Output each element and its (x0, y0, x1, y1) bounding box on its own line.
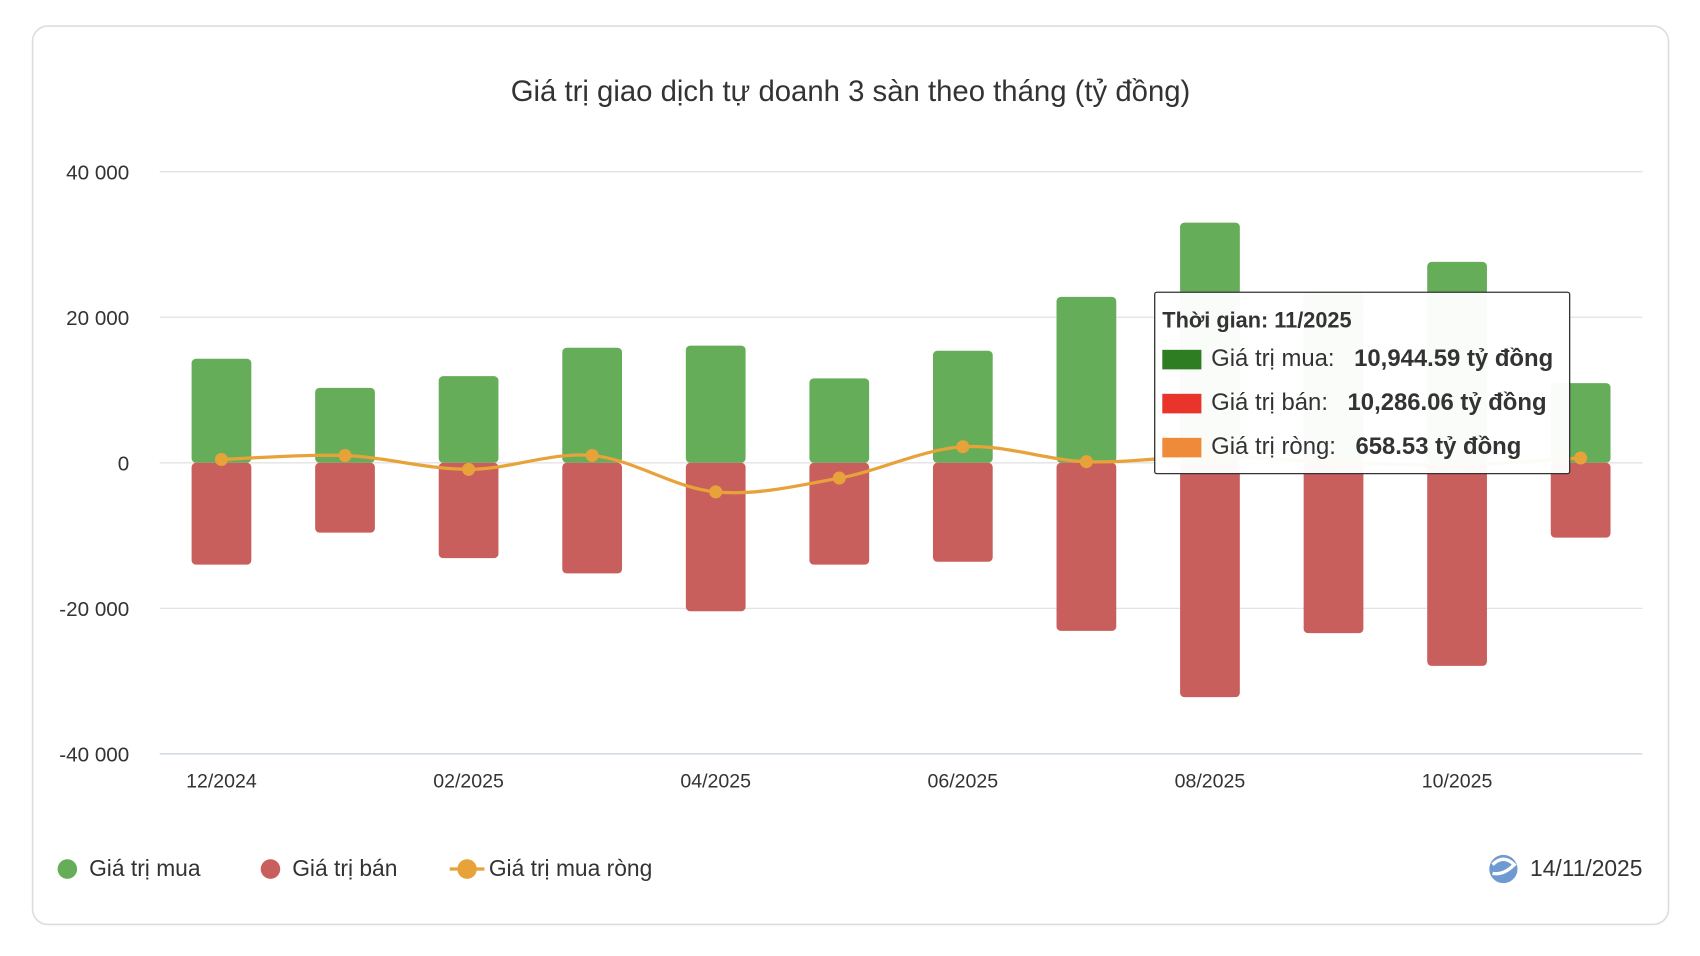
x-tick-label: 10/2025 (1422, 770, 1493, 792)
tooltip-row-label: Giá trị bán: (1211, 389, 1328, 416)
x-tick-label: 06/2025 (927, 770, 998, 792)
net-point (1574, 451, 1588, 465)
tooltip-swatch (1162, 437, 1202, 458)
tooltip: Thời gian: 11/2025 Giá trị mua: 10,944.59 … (1154, 291, 1571, 475)
bar (315, 387, 375, 463)
tooltip-row-value: 658.53 tỷ đồng (1355, 433, 1521, 460)
x-tick-label: 08/2025 (1175, 770, 1246, 792)
y-tick-label: 0 (118, 452, 129, 475)
chart-title: Giá trị giao dịch tự doanh 3 sàn theo th… (511, 75, 1191, 108)
bar (1550, 462, 1611, 538)
legend-marker (57, 859, 78, 879)
y-tick-label: 20 000 (66, 307, 129, 330)
tooltip-row-value: 10,286.06 tỷ đồng (1348, 389, 1547, 416)
bar (1180, 462, 1240, 698)
tooltip-swatch (1162, 349, 1202, 370)
bar (562, 462, 623, 574)
legend-item[interactable]: Giá trị mua ròng (449, 855, 653, 881)
bar (438, 376, 499, 463)
bar (315, 462, 375, 533)
net-point (214, 452, 228, 467)
net-point (1079, 455, 1093, 469)
legend-label[interactable]: Giá trị bán (292, 855, 397, 881)
x-tick-label: 12/2024 (186, 770, 257, 792)
net-point (956, 440, 970, 454)
bar (562, 347, 623, 463)
date-label: 14/11/2025 (1530, 855, 1642, 881)
net-point (709, 485, 723, 499)
net-point (338, 448, 352, 463)
tooltip-row-label: Giá trị ròng: (1211, 433, 1336, 460)
x-tick-label: 04/2025 (680, 770, 751, 792)
bar (809, 462, 870, 565)
y-tick-label: -20 000 (59, 598, 129, 621)
net-point (585, 448, 599, 463)
bar (932, 462, 993, 562)
y-tick-label: 40 000 (66, 161, 129, 184)
bar (1056, 296, 1117, 463)
tooltip-title: Thời gian: 11/2025 (1162, 307, 1351, 332)
y-tick-label: -40 000 (59, 744, 129, 767)
bar (685, 462, 746, 612)
bar (932, 350, 993, 463)
logo-swirl (1491, 857, 1517, 876)
logo-icon (1489, 854, 1518, 884)
net-point (832, 471, 846, 485)
legend-item[interactable]: Giá trị bán (260, 855, 398, 881)
legend-marker (260, 859, 281, 879)
bar (809, 378, 870, 463)
net-point (462, 462, 476, 476)
tooltip-swatch (1162, 393, 1202, 414)
legend-label[interactable]: Giá trị mua ròng (489, 855, 652, 881)
tooltip-box (1154, 291, 1571, 475)
legend-marker (457, 859, 477, 879)
tooltip-row-value: 10,944.59 tỷ đồng (1354, 345, 1553, 372)
legend-item[interactable]: Giá trị mua (57, 855, 201, 881)
bar (1056, 462, 1117, 631)
bar (191, 358, 252, 463)
bar (1427, 462, 1487, 666)
legend-label[interactable]: Giá trị mua (89, 855, 201, 881)
bar (438, 462, 499, 559)
tooltip-row-label: Giá trị mua: (1211, 345, 1334, 372)
bar (191, 462, 252, 565)
bar (685, 345, 746, 463)
bar (1303, 462, 1364, 634)
x-tick-label: 02/2025 (433, 770, 504, 792)
